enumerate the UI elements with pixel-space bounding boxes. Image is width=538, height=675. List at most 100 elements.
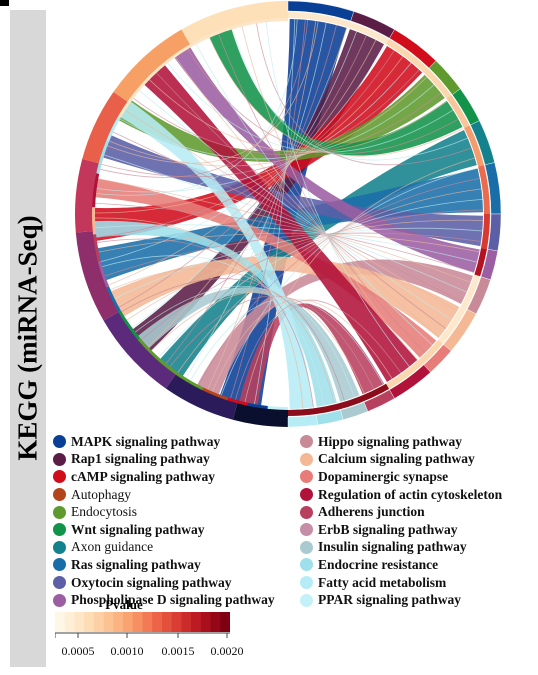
legend-swatch <box>300 540 313 554</box>
legend-label: Ras signaling pathway <box>71 556 201 572</box>
chord-line <box>229 19 306 401</box>
legend-label: MAPK signaling pathway <box>71 433 221 449</box>
pvalue-ring-segment <box>474 248 487 277</box>
chord-line <box>208 35 464 157</box>
chord-line <box>93 56 404 214</box>
legend-item: Rap1 signaling pathway <box>53 451 275 469</box>
inner-ring-segment <box>267 405 288 410</box>
chord-line <box>95 238 314 408</box>
pvalue-ring-segment <box>386 39 429 74</box>
legend-swatch <box>53 505 66 519</box>
chord-line <box>217 31 426 353</box>
pvalue-ring-segment <box>478 165 490 214</box>
chord-ribbon <box>117 74 445 162</box>
legend-item: PPAR signaling pathway <box>300 591 502 609</box>
legend-item: Axon guidance <box>53 539 275 557</box>
chord-line <box>176 188 482 375</box>
inner-ring-segment <box>93 234 101 262</box>
legend-item: Wnt signaling pathway <box>53 521 275 539</box>
inner-ring-segment <box>227 397 248 406</box>
chord-line <box>253 19 296 407</box>
outer-ring-segment <box>74 158 100 233</box>
colorbar-segment <box>152 612 163 632</box>
pvalue-ring-segment <box>348 21 389 45</box>
legend-label: Axon guidance <box>71 539 154 555</box>
legend-label: Endocytosis <box>71 504 137 520</box>
chord-line <box>168 295 375 390</box>
colorbar-segment <box>161 612 173 632</box>
chord-line <box>131 92 442 155</box>
chord-line <box>105 21 319 164</box>
inner-ring-segment <box>106 286 121 312</box>
legend-label: Endocrine resistance <box>318 556 439 572</box>
outer-ring-segment <box>165 373 238 420</box>
chord-line <box>94 62 412 193</box>
legend-item: Oxytocin signaling pathway <box>53 574 275 592</box>
inner-ring-segment <box>118 18 288 118</box>
legend-swatch <box>53 593 66 607</box>
chord-line <box>244 157 475 405</box>
chord-line <box>96 232 480 253</box>
legend-swatch <box>300 558 313 572</box>
legend-label: Phospholipase D signaling pathway <box>71 592 275 608</box>
chord-ribbon <box>173 45 480 273</box>
chord-line <box>107 76 428 167</box>
chord-line <box>231 27 468 161</box>
chord-diagram <box>74 0 502 428</box>
legend-label: Calcium signaling pathway <box>318 451 475 467</box>
legend-swatch <box>300 470 313 484</box>
inner-ring-segment <box>92 207 97 235</box>
legend-swatch <box>300 576 313 590</box>
colorbar-segment <box>181 612 192 632</box>
chord-line <box>173 55 440 338</box>
panel-letter-mark <box>0 0 9 6</box>
colorbar-segment <box>64 612 75 632</box>
legend-label: Adherens junction <box>318 504 425 520</box>
legend-swatch <box>53 488 66 502</box>
inner-ring-segment <box>137 338 204 391</box>
legend-item: Dopaminergic synapse <box>300 468 502 486</box>
chord-line <box>265 20 410 367</box>
chord-line <box>241 24 418 361</box>
legend-swatch <box>300 505 313 519</box>
pvalue-ring-segment <box>419 339 443 365</box>
chord-line <box>194 42 433 346</box>
chord-line <box>124 219 483 322</box>
chord-line <box>94 19 298 196</box>
legend-item: Insulin signaling pathway <box>300 539 502 557</box>
chord-line <box>147 78 448 153</box>
inner-ring-segment <box>97 260 110 288</box>
chord-ribbon <box>119 100 314 409</box>
chord-ribbon <box>208 27 463 156</box>
inner-ring-segment <box>92 173 100 208</box>
legend-item: Ras signaling pathway <box>53 556 275 574</box>
chord-line <box>99 69 420 178</box>
colorbar-segment <box>93 612 105 632</box>
legend-item: cAMP signaling pathway <box>53 468 275 486</box>
legend-item: Phospholipase D signaling pathway <box>53 591 275 609</box>
outer-ring-segment <box>75 230 120 321</box>
colorbar-segment <box>210 612 221 632</box>
chord-line <box>93 217 304 409</box>
colorbar-segment <box>84 612 95 632</box>
legend-swatch <box>53 540 66 554</box>
legend-label: Wnt signaling pathway <box>71 521 205 537</box>
legend-item: Adherens junction <box>300 503 502 521</box>
colorbar-segment <box>123 612 134 632</box>
legend-swatch <box>300 435 313 449</box>
legend-swatch <box>53 558 66 572</box>
chord-ribbon <box>238 303 385 407</box>
pvalue-ring-segment <box>446 95 470 129</box>
legend-label: Hippo signaling pathway <box>318 433 463 449</box>
chord-line <box>94 50 395 239</box>
chord-line <box>139 209 483 342</box>
chord-line <box>108 268 335 404</box>
pvalue-ring-segment <box>438 306 467 344</box>
chord-ribbon <box>136 287 360 402</box>
legend-item: Calcium signaling pathway <box>300 451 502 469</box>
pvalue-tick-label: 0.0020 <box>210 644 244 658</box>
chord-ribbon <box>109 256 460 339</box>
chord-line <box>111 130 463 302</box>
legend-label: Rap1 signaling pathway <box>71 451 210 467</box>
pvalue-colorbar <box>55 612 230 638</box>
